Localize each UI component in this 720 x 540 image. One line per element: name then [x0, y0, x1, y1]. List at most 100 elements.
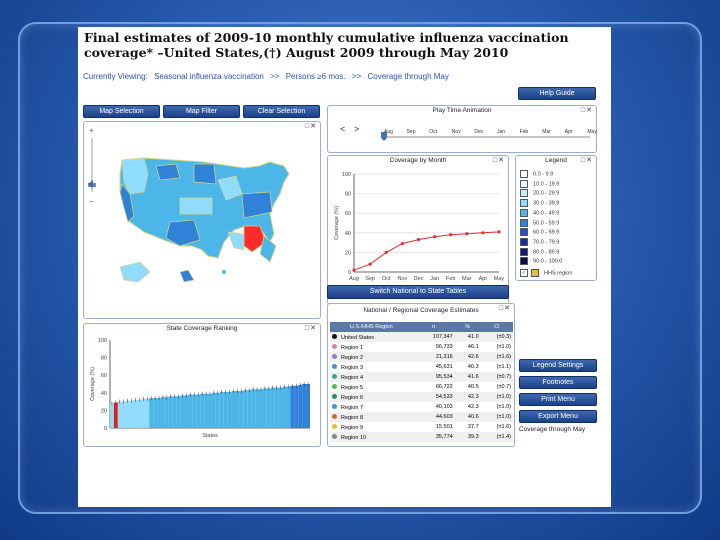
legend-row[interactable]: 70.0 - 79.9 — [520, 237, 559, 246]
month-tick-label[interactable]: Oct — [429, 129, 437, 135]
coverage-data-point — [352, 268, 356, 272]
month-tick-label[interactable]: Sep — [406, 129, 416, 135]
legend-label: 80.0 - 89.9 — [533, 249, 560, 256]
legend-hhs-row[interactable]: ✓ HHS region — [520, 269, 572, 278]
page-title: Final estimates of 2009-10 monthly cumul… — [84, 30, 569, 60]
legend-row[interactable]: 60.0 - 69.9 — [520, 228, 559, 237]
col-pct[interactable]: % — [454, 322, 481, 332]
switch-tables-button[interactable]: Switch National to State Tables — [327, 285, 509, 299]
breadcrumb-item-coverage[interactable]: Coverage through May — [367, 72, 449, 81]
col-region[interactable]: U.S./HHS Region — [330, 322, 413, 332]
table-row[interactable]: Region 9 15,501 37.7 (±1.6) — [330, 422, 513, 432]
legend-row[interactable]: 50.0 - 59.9 — [520, 218, 559, 227]
footnotes-button[interactable]: Footnotes — [519, 376, 597, 389]
y-tick-label: 80 — [345, 192, 351, 198]
table-row[interactable]: Region 8 44,603 40.6 (±1.0) — [330, 412, 513, 422]
month-tick-label[interactable]: Dec — [474, 129, 484, 135]
region-table: U.S./HHS Region n % CI United States 107,… — [330, 322, 513, 442]
y-tick-label: 0 — [348, 270, 351, 276]
region-n-cell: 15,501 — [435, 424, 453, 430]
coverage-month-controls[interactable]: □✕ — [492, 157, 505, 164]
legend-controls[interactable]: □✕ — [580, 157, 593, 164]
map-filter-button[interactable]: Map Filter — [163, 105, 240, 118]
breadcrumb-item-vaccination[interactable]: Seasonal influenza vaccination — [154, 72, 264, 81]
state-bar — [160, 397, 165, 428]
animation-panel-controls[interactable]: □✕ — [580, 107, 593, 114]
region-color-dot — [332, 393, 337, 399]
month-tick-label[interactable]: Apr — [564, 129, 573, 135]
table-row[interactable]: Region 4 95,534 41.6 (±0.7) — [330, 372, 513, 382]
month-tick-label[interactable]: Feb — [519, 129, 529, 135]
map-texas — [165, 219, 201, 247]
x-tick-label: Nov — [397, 276, 407, 282]
slide-frame — [18, 22, 702, 514]
time-slider[interactable] — [328, 106, 596, 152]
col-n[interactable]: n — [412, 322, 455, 332]
map-panel-controls[interactable]: □✕ — [304, 123, 317, 130]
next-step-button[interactable]: > — [354, 124, 360, 134]
table-row[interactable]: Region 6 54,533 42.3 (±1.0) — [330, 392, 513, 402]
breadcrumb-item-persons[interactable]: Persons ≥6 mos. — [285, 72, 346, 81]
y-axis-label: Coverage (%) — [90, 367, 96, 401]
state-ranking-controls[interactable]: □✕ — [304, 325, 317, 332]
table-row[interactable]: United States 107,347 41.0 (±0.3) — [330, 332, 513, 342]
month-tick-label[interactable]: Aug — [384, 129, 393, 135]
region-ci-cell: (±0.7) — [480, 372, 513, 382]
print-menu-button[interactable]: Print Menu — [519, 393, 597, 406]
region-name: Region 10 — [341, 434, 367, 441]
table-row[interactable]: Region 10 35,774 39.3 (±1.4) — [330, 432, 513, 442]
table-row[interactable]: Region 1 56,733 46.1 (±1.0) — [330, 342, 513, 352]
us-map[interactable]: + − — [84, 122, 320, 318]
month-tick-label[interactable]: Jan — [497, 129, 506, 135]
state-bar — [286, 386, 291, 428]
map-territory-marker — [222, 270, 226, 274]
state-ranking-title: State Coverage Ranking — [166, 325, 238, 332]
export-menu-button[interactable]: Export Menu — [519, 410, 597, 423]
y-tick-label: 40 — [101, 391, 107, 397]
coverage-data-point — [384, 250, 388, 254]
state-bar — [215, 392, 220, 428]
clear-selection-button[interactable]: Clear Selection — [243, 105, 320, 118]
map-panel: □✕ + − — [83, 121, 321, 319]
legend-row[interactable]: 20.0 - 29.9 — [520, 189, 559, 198]
state-bar — [227, 391, 232, 428]
map-selection-button[interactable]: Map Selection — [83, 105, 160, 118]
table-row[interactable]: Region 7 40,103 42.3 (±1.0) — [330, 402, 513, 412]
table-row[interactable]: Region 2 21,316 42.6 (±1.6) — [330, 352, 513, 362]
state-bar — [266, 388, 271, 428]
legend-row[interactable]: 0.0 - 9.9 — [520, 170, 553, 178]
state-bar — [145, 398, 150, 428]
col-ci[interactable]: CI — [480, 322, 513, 332]
legend-swatch — [520, 208, 528, 217]
state-bar — [211, 392, 216, 428]
legend-row[interactable]: 10.0 - 19.9 — [520, 179, 560, 188]
legend-settings-button[interactable]: Legend Settings — [519, 359, 597, 372]
previous-step-button[interactable]: < — [340, 124, 346, 134]
coverage-data-point — [400, 241, 404, 246]
map-northwest-states — [121, 157, 149, 195]
month-tick-label[interactable]: Nov — [451, 129, 461, 135]
region-ci-cell: (±1.6) — [496, 424, 511, 430]
month-tick-label[interactable]: May — [587, 129, 597, 135]
region-ci-cell: (±0.7) — [496, 384, 511, 390]
national-table-controls[interactable]: □✕ — [498, 305, 511, 312]
legend-row[interactable]: 30.0 - 39.9 — [520, 199, 559, 208]
table-row[interactable]: Region 5 66,722 40.5 (±0.7) — [330, 382, 513, 392]
legend-row[interactable]: 80.0 - 89.9 — [520, 247, 560, 256]
region-ci-cell: (±0.3) — [480, 332, 513, 342]
state-bar — [208, 393, 212, 428]
region-n-cell: 35,774 — [412, 432, 455, 442]
region-ci-cell: (±1.1) — [496, 364, 511, 370]
help-guide-button[interactable]: Help Guide — [518, 87, 596, 100]
legend-row[interactable]: 90.0 - 100.0 — [520, 257, 562, 266]
legend-title: Legend — [545, 157, 567, 164]
month-tick-label[interactable]: Mar — [542, 129, 551, 135]
legend-row[interactable]: 40.0 - 49.9 — [520, 208, 559, 217]
region-color-dot — [332, 433, 337, 439]
state-bar — [270, 387, 275, 428]
x-tick-label: Aug — [349, 276, 359, 282]
legend-label: 10.0 - 19.9 — [533, 181, 560, 188]
hhs-checkbox[interactable]: ✓ — [520, 269, 528, 278]
table-row[interactable]: Region 3 45,631 40.3 (±1.1) — [330, 362, 513, 372]
state-bar — [157, 398, 161, 428]
